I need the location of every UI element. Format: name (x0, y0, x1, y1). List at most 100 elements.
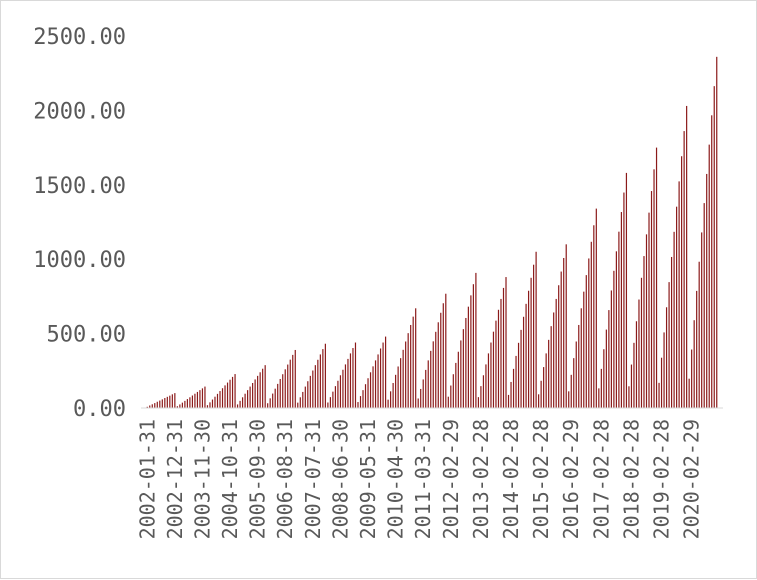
bar (470, 295, 472, 408)
bar (716, 56, 718, 408)
bar (515, 355, 517, 408)
x-tick-label: 2008-06-30 (328, 419, 352, 539)
x-tick-label: 2010-04-30 (384, 419, 408, 539)
bar (691, 349, 693, 408)
bar (287, 364, 289, 408)
bar (507, 394, 510, 408)
bar (400, 358, 402, 408)
x-tick-label: 2005-09-30 (246, 419, 270, 539)
bar (573, 358, 575, 408)
bar (329, 397, 331, 408)
bar (593, 225, 595, 408)
bar (262, 368, 264, 408)
bar (332, 391, 334, 408)
bar (703, 203, 705, 408)
bar (588, 258, 590, 408)
bar (490, 342, 492, 408)
bar (485, 364, 487, 408)
bar (653, 169, 655, 408)
bar (497, 309, 500, 408)
bar (495, 320, 497, 408)
bar (239, 400, 241, 408)
x-tick-label: 2017-02-28 (589, 419, 613, 539)
bar (648, 212, 650, 408)
bar (254, 379, 256, 408)
bar (686, 105, 688, 408)
bar (660, 357, 663, 408)
bar (159, 400, 161, 408)
bar (269, 398, 271, 408)
bar (430, 350, 432, 408)
bar (405, 341, 407, 408)
bar (678, 181, 680, 408)
bar (206, 405, 209, 408)
bar (688, 378, 690, 408)
bar (189, 397, 191, 408)
bar (379, 348, 382, 408)
bar (452, 374, 454, 408)
bar (465, 317, 467, 408)
bar (219, 391, 221, 408)
bar (334, 386, 337, 408)
bar (708, 144, 710, 408)
y-tick-label: 1500.00 (33, 174, 126, 199)
bar (247, 390, 249, 408)
bar (605, 329, 607, 408)
bar (575, 341, 577, 408)
y-tick-label: 1000.00 (33, 248, 126, 273)
bar (339, 375, 342, 408)
bar (216, 393, 219, 408)
bar (522, 316, 525, 408)
bar (390, 391, 392, 408)
bar (179, 404, 181, 408)
bar (628, 386, 630, 408)
bar (555, 298, 557, 408)
x-tick-label: 2018-02-28 (619, 419, 643, 539)
bar (164, 398, 166, 408)
bar (560, 271, 562, 408)
bar (565, 244, 567, 408)
bar (643, 256, 645, 408)
bar (359, 396, 362, 408)
bar (638, 299, 640, 408)
bar (600, 368, 602, 408)
bar (482, 375, 485, 408)
bar (382, 342, 384, 408)
bar (525, 303, 527, 408)
bar (344, 364, 347, 408)
bar (201, 388, 204, 408)
bar (563, 258, 565, 408)
x-tick-label: 2012-02-29 (439, 419, 463, 539)
bar (550, 326, 552, 408)
bar (620, 212, 623, 408)
bar (410, 324, 412, 408)
bar (492, 331, 495, 408)
bar (701, 232, 703, 408)
bar (623, 192, 625, 408)
bar (307, 381, 309, 408)
bar (512, 368, 515, 408)
bar (272, 393, 274, 408)
bar (146, 406, 148, 408)
x-tick-label: 2006-08-31 (273, 419, 297, 539)
x-tick-label: 2009-05-31 (356, 419, 380, 539)
bar (244, 393, 246, 408)
bar (457, 351, 459, 408)
bar (369, 372, 372, 408)
bar (297, 402, 299, 408)
bar (553, 312, 555, 408)
bar (445, 293, 447, 408)
bar (211, 399, 214, 408)
bar (384, 336, 387, 408)
bar (658, 382, 660, 408)
bar (181, 402, 183, 408)
bar (214, 396, 216, 408)
bar (487, 353, 490, 408)
bar (264, 365, 266, 408)
bar (149, 405, 151, 408)
x-tick-label: 2019-02-28 (650, 419, 674, 539)
bar (184, 400, 186, 408)
bar (249, 386, 251, 408)
bar (568, 391, 570, 408)
